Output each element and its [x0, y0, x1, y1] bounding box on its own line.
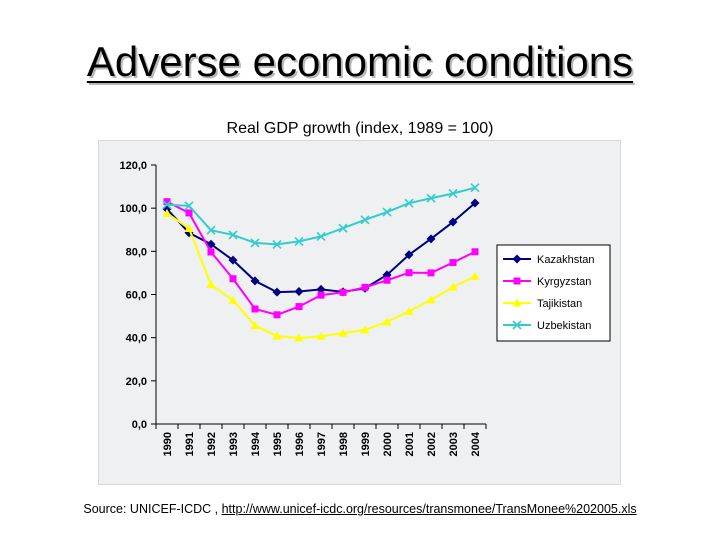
y-tick-label: 80,0	[126, 246, 147, 258]
x-tick-label: 1992	[206, 432, 218, 456]
data-point-uzbekistan	[470, 183, 480, 193]
data-point-tajikistan	[272, 331, 282, 340]
x-tick-label: 1990	[162, 432, 174, 456]
x-tick-label: 1996	[294, 432, 306, 456]
data-point-kyrgyzstan	[273, 311, 281, 319]
data-point-uzbekistan	[250, 238, 260, 248]
slide-title: Adverse economic conditions	[86, 38, 634, 85]
data-point-kyrgyzstan	[317, 291, 325, 299]
data-point-uzbekistan	[272, 239, 282, 249]
data-point-kyrgyzstan	[383, 276, 391, 284]
y-tick-label: 0,0	[132, 419, 147, 431]
x-tick-label: 1991	[184, 432, 196, 456]
data-point-uzbekistan	[184, 201, 194, 211]
data-point-kazakhstan	[250, 276, 260, 286]
data-point-uzbekistan	[426, 193, 436, 203]
data-point-kazakhstan	[426, 234, 436, 244]
data-point-tajikistan	[338, 328, 348, 337]
y-tick-label: 20,0	[126, 376, 147, 388]
chart-title: Real GDP growth (index, 1989 = 100)	[226, 120, 494, 137]
y-tick-label: 60,0	[126, 290, 147, 302]
x-tick-label: 2001	[404, 432, 416, 456]
legend-marker-kyrgyzstan	[513, 277, 521, 285]
data-point-kazakhstan	[272, 287, 282, 297]
data-point-kyrgyzstan	[207, 248, 215, 256]
source-prefix: Source: UNICEF-ICDC ,	[83, 502, 222, 516]
data-point-tajikistan	[294, 333, 304, 342]
data-point-uzbekistan	[162, 200, 172, 210]
data-point-uzbekistan	[382, 207, 392, 217]
data-point-uzbekistan	[206, 225, 216, 235]
data-point-kazakhstan	[448, 217, 458, 227]
data-point-kazakhstan	[470, 198, 480, 208]
y-tick-label: 40,0	[126, 333, 147, 345]
data-point-kyrgyzstan	[405, 269, 413, 277]
data-point-tajikistan	[250, 321, 260, 330]
chart-area: 0,0 20,0 40,0 60,0 80,0 100,0 120,0 1990 1991 199…	[98, 140, 621, 485]
data-point-kyrgyzstan	[427, 269, 435, 277]
legend-marker-kazakhstan	[512, 254, 522, 264]
data-point-tajikistan	[426, 295, 436, 304]
data-point-uzbekistan	[360, 215, 370, 225]
data-point-uzbekistan	[228, 230, 238, 240]
data-point-kyrgyzstan	[163, 198, 171, 206]
data-point-kyrgyzstan	[471, 248, 479, 256]
data-point-tajikistan	[360, 325, 370, 334]
data-point-kyrgyzstan	[251, 305, 259, 313]
x-tick-label: 2000	[382, 432, 394, 456]
data-point-tajikistan	[184, 223, 194, 232]
x-tick-label: 2004	[470, 431, 482, 456]
x-tick-label: 1994	[250, 431, 262, 456]
data-point-uzbekistan	[448, 188, 458, 199]
x-tick-label: 1999	[360, 432, 372, 456]
data-point-kyrgyzstan	[185, 209, 193, 217]
x-tick-label: 1998	[338, 432, 350, 456]
data-point-tajikistan	[228, 295, 238, 304]
data-point-tajikistan	[404, 306, 414, 315]
data-point-uzbekistan	[404, 198, 414, 208]
data-point-kazakhstan	[404, 250, 414, 260]
legend-label-uzbekistan: Uzbekistan	[537, 320, 591, 332]
data-point-tajikistan	[470, 271, 480, 280]
data-point-kazakhstan	[294, 286, 304, 296]
legend-label-tajikistan: Tajikistan	[537, 298, 582, 310]
source-link[interactable]: http://www.unicef-icdc.org/resources/tra…	[221, 502, 637, 516]
data-point-kyrgyzstan	[295, 303, 303, 311]
data-point-tajikistan	[448, 282, 458, 291]
gdp-line-chart: 0,0 20,0 40,0 60,0 80,0 100,0 120,0 1990 1991 199…	[119, 160, 611, 456]
y-tick-label: 100,0	[119, 203, 147, 215]
data-point-kyrgyzstan	[361, 283, 369, 291]
data-point-tajikistan	[382, 317, 392, 326]
data-point-kyrgyzstan	[339, 288, 347, 296]
data-point-uzbekistan	[316, 231, 326, 242]
legend-marker-tajikistan	[512, 298, 522, 307]
y-tick-label: 120,0	[119, 160, 147, 172]
legend-label-kyrgyzstan: Kyrgyzstan	[537, 276, 591, 288]
x-tick-label: 2003	[448, 432, 460, 456]
legend-marker-uzbekistan	[512, 320, 522, 330]
data-point-tajikistan	[162, 208, 172, 217]
x-tick-label: 1993	[228, 432, 240, 456]
x-tick-label: 2002	[426, 432, 438, 456]
source-note: Source: UNICEF-ICDC , http://www.unicef-…	[0, 502, 720, 516]
data-point-tajikistan	[316, 331, 326, 340]
data-point-uzbekistan	[338, 223, 348, 233]
series-line-kazakhstan	[166, 202, 476, 294]
data-point-kazakhstan	[316, 284, 326, 294]
data-point-tajikistan	[206, 280, 216, 289]
data-point-uzbekistan	[294, 236, 304, 246]
data-point-kyrgyzstan	[229, 275, 237, 283]
x-tick-label: 1997	[316, 432, 328, 456]
data-point-kazakhstan	[228, 255, 238, 265]
legend-label-kazakhstan: Kazakhstan	[537, 254, 594, 266]
x-tick-label: 1995	[272, 432, 284, 456]
data-point-kyrgyzstan	[449, 259, 457, 267]
